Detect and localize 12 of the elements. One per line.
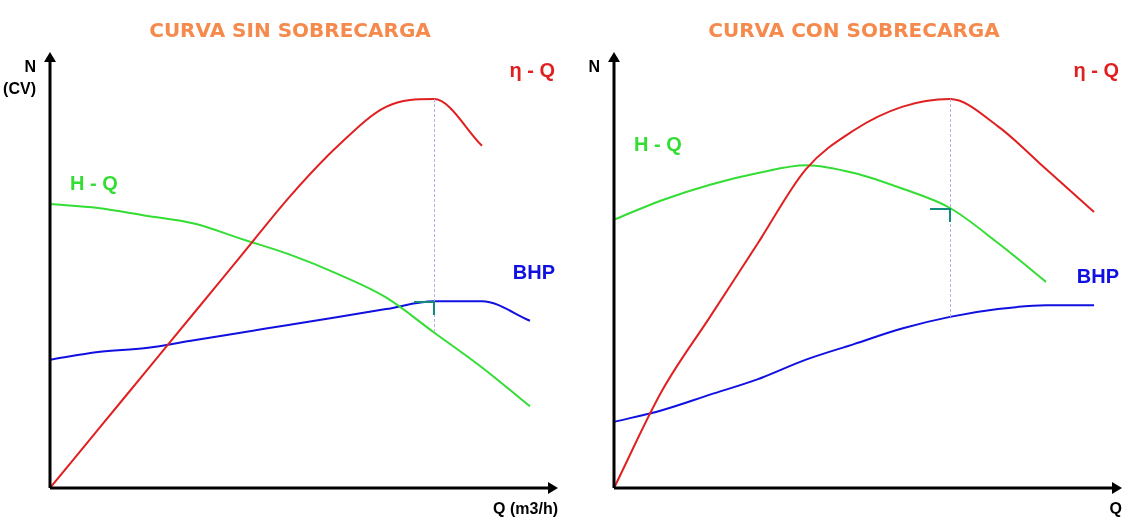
series-label: H - Q bbox=[70, 171, 118, 194]
text: η - Q bbox=[1073, 58, 1119, 81]
series-label: H - Q bbox=[634, 132, 682, 155]
y-axis-title: N (CV) bbox=[3, 58, 36, 98]
y-axis-title: N bbox=[588, 58, 600, 76]
series-label: BHP bbox=[1076, 264, 1119, 287]
text: η - Q bbox=[509, 58, 555, 81]
chart-title: CURVA SIN SOBRECARGA bbox=[149, 18, 432, 43]
x-axis-title: Q (m3/h) bbox=[493, 500, 558, 518]
x-axis-title: Q bbox=[1109, 500, 1122, 518]
chart-title: CURVA CON SOBRECARGA bbox=[708, 18, 1001, 43]
series-label: BHP bbox=[512, 260, 555, 283]
